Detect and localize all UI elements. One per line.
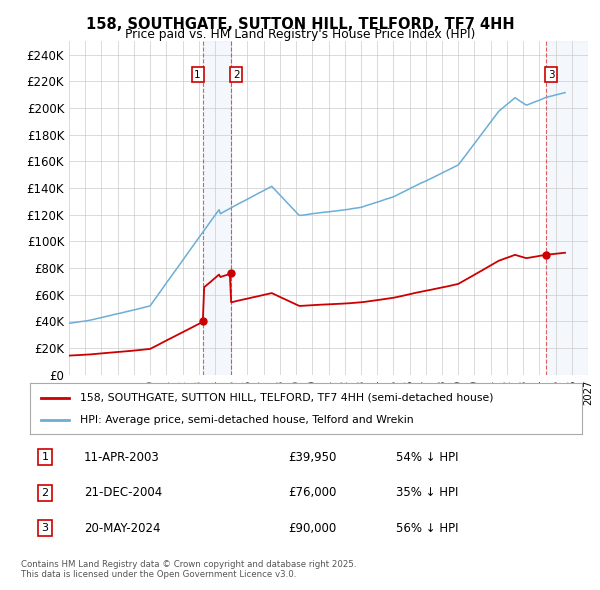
Text: 20-MAY-2024: 20-MAY-2024: [84, 522, 161, 535]
Text: HPI: Average price, semi-detached house, Telford and Wrekin: HPI: Average price, semi-detached house,…: [80, 415, 413, 425]
Text: 158, SOUTHGATE, SUTTON HILL, TELFORD, TF7 4HH (semi-detached house): 158, SOUTHGATE, SUTTON HILL, TELFORD, TF…: [80, 392, 493, 402]
Text: £39,950: £39,950: [288, 451, 337, 464]
Text: £90,000: £90,000: [288, 522, 336, 535]
Text: 54% ↓ HPI: 54% ↓ HPI: [396, 451, 458, 464]
Text: 21-DEC-2004: 21-DEC-2004: [84, 486, 162, 499]
Text: 1: 1: [41, 453, 49, 462]
Bar: [545, 41, 588, 375]
Text: 3: 3: [548, 70, 554, 80]
Text: 158, SOUTHGATE, SUTTON HILL, TELFORD, TF7 4HH: 158, SOUTHGATE, SUTTON HILL, TELFORD, TF…: [86, 17, 514, 31]
Text: £76,000: £76,000: [288, 486, 337, 499]
Text: 11-APR-2003: 11-APR-2003: [84, 451, 160, 464]
Text: Contains HM Land Registry data © Crown copyright and database right 2025.
This d: Contains HM Land Registry data © Crown c…: [21, 560, 356, 579]
Bar: [203, 41, 231, 375]
Text: 2: 2: [233, 70, 239, 80]
Text: 56% ↓ HPI: 56% ↓ HPI: [396, 522, 458, 535]
Text: 2: 2: [41, 488, 49, 497]
Text: 3: 3: [41, 523, 49, 533]
Text: Price paid vs. HM Land Registry's House Price Index (HPI): Price paid vs. HM Land Registry's House …: [125, 28, 475, 41]
Text: 35% ↓ HPI: 35% ↓ HPI: [396, 486, 458, 499]
Text: 1: 1: [194, 70, 201, 80]
